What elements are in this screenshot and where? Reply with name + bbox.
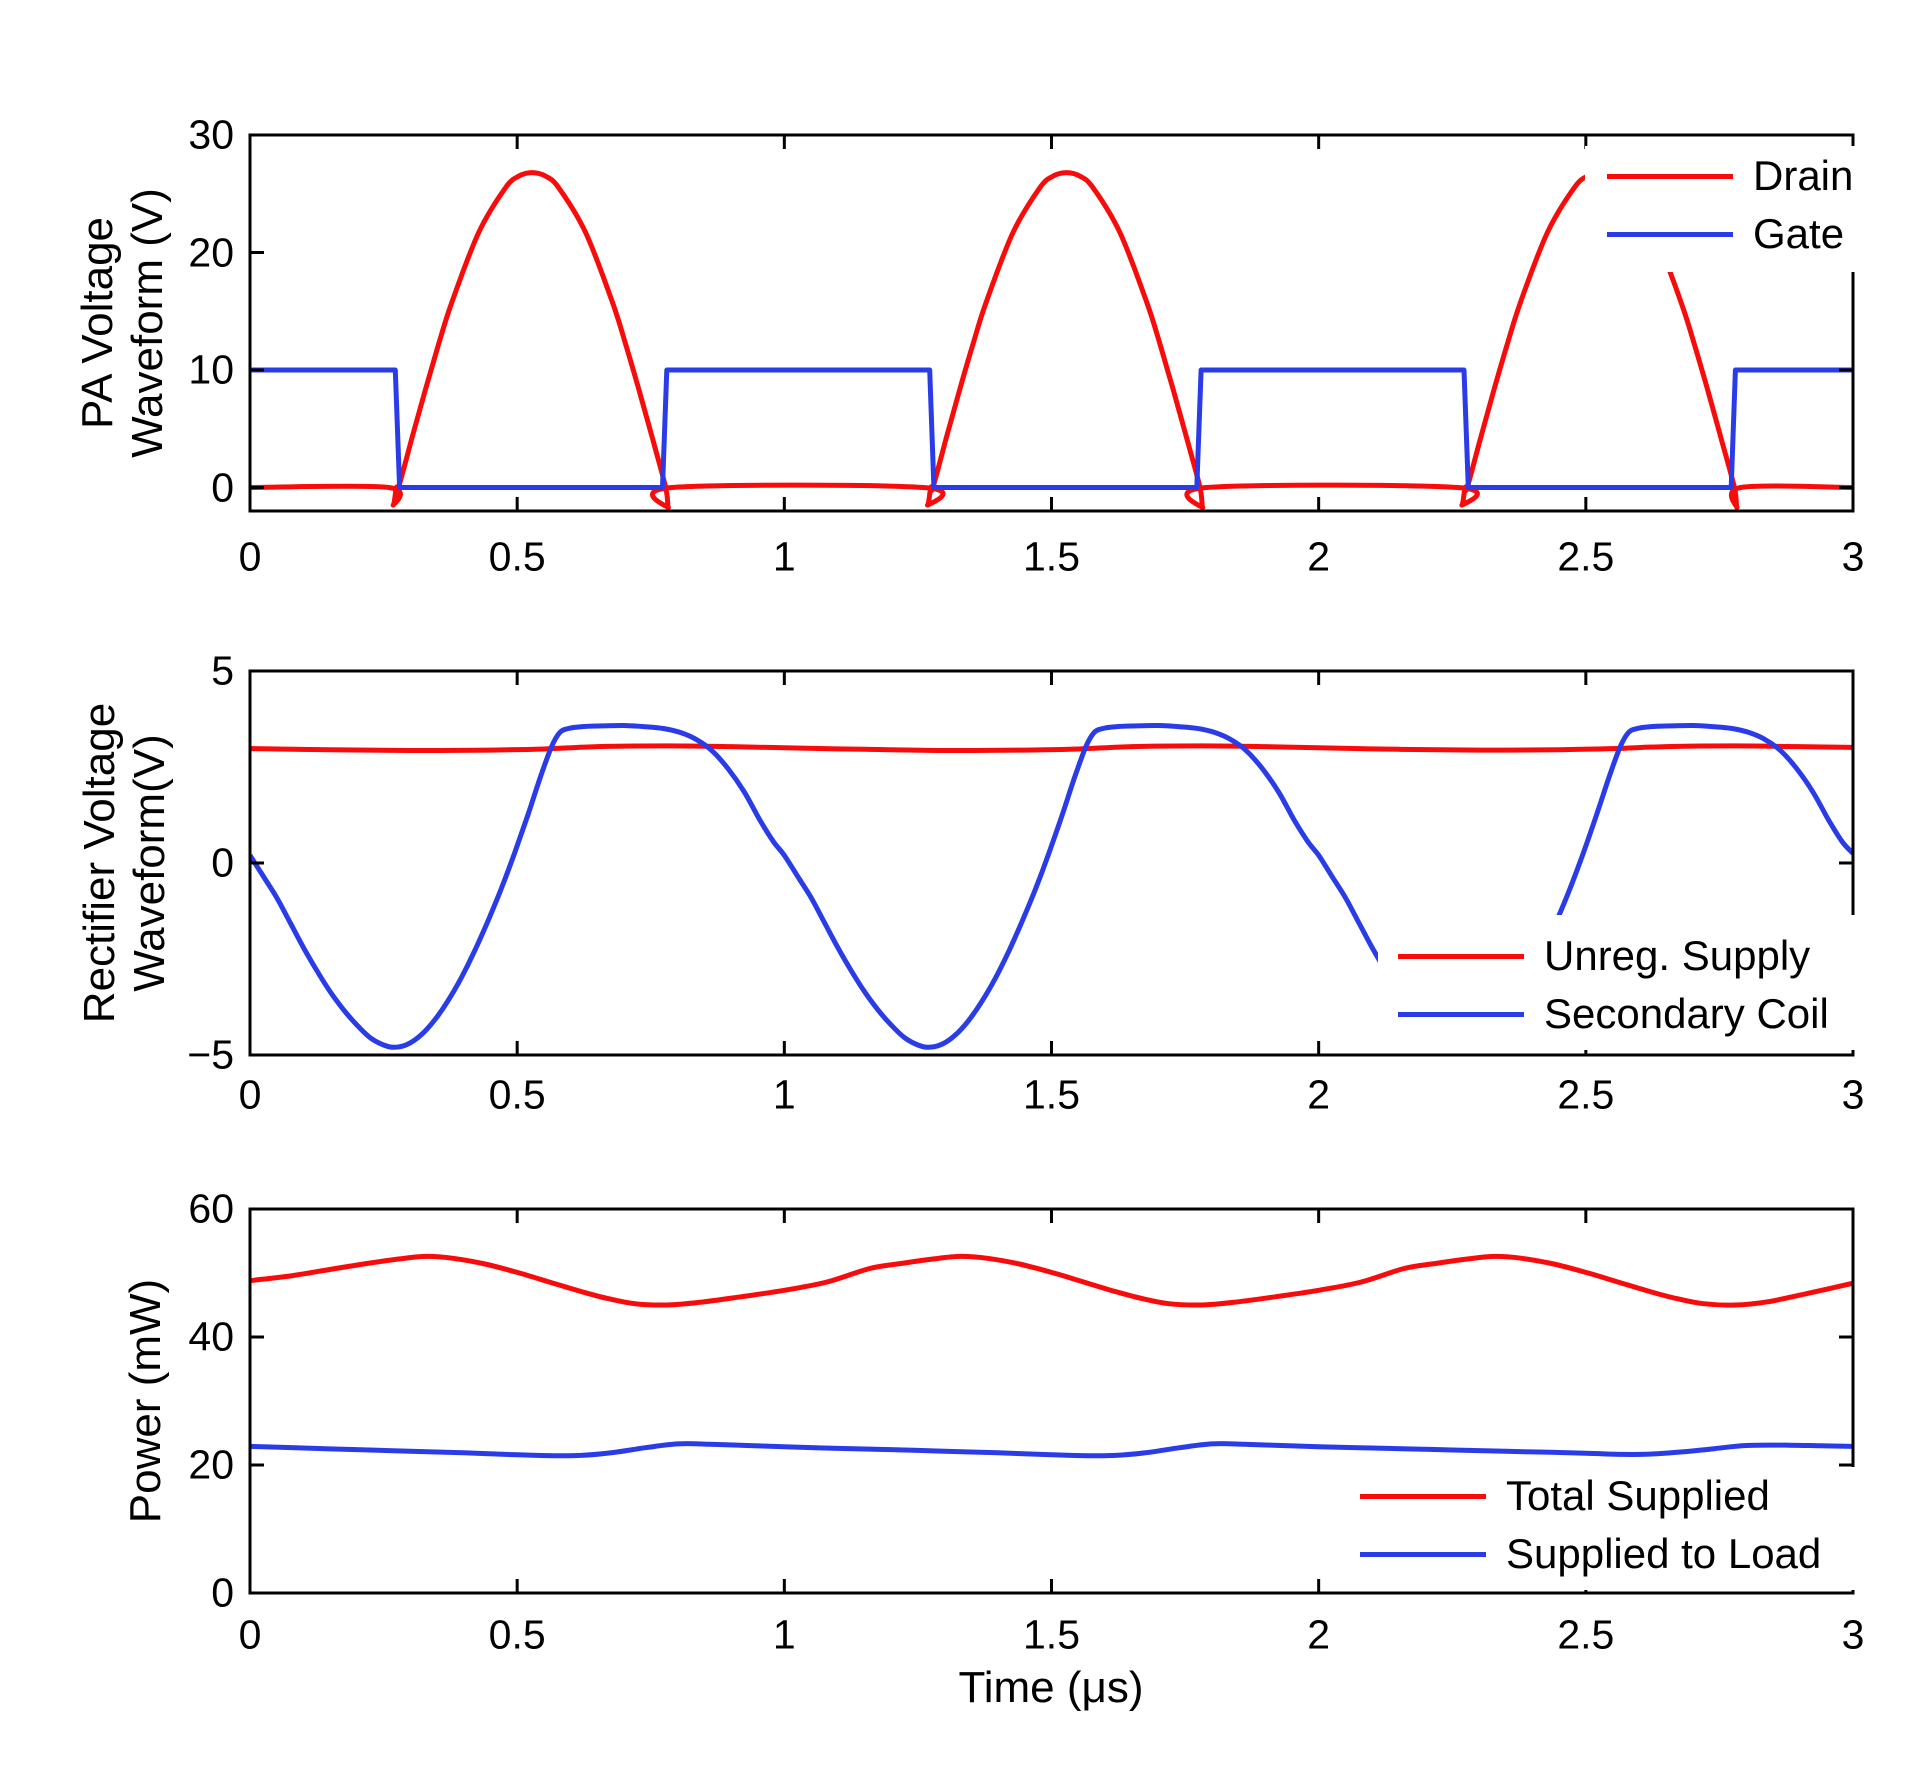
power-plot (248, 1207, 1855, 1595)
x-tick-label: 2.5 (1557, 1611, 1615, 1658)
x-axis-label: Time (μs) (958, 1663, 1144, 1712)
y-tick-label: 5 (211, 647, 234, 694)
rectifier-voltage-legend: Unreg. Supply Secondary Coil (1378, 915, 1872, 1050)
total-supplied-curve (249, 1253, 1854, 1308)
x-tick-label: 1.5 (1023, 1611, 1080, 1658)
supplied-to-load-legend-swatch-line (1360, 1551, 1486, 1557)
x-tick-label: 3 (1841, 533, 1865, 580)
x-tick-label: 1.5 (1023, 533, 1080, 580)
pa-voltage-legend: Drain Gate (1585, 146, 1872, 272)
x-tick-label: 3 (1841, 1611, 1865, 1658)
y-tick-label: 30 (188, 111, 234, 158)
legend-label: Secondary Coil (1544, 990, 1829, 1037)
legend-entry: Drain (1585, 147, 1872, 205)
x-tick-label: 0.5 (488, 533, 546, 580)
legend-entry: Secondary Coil (1378, 985, 1872, 1043)
supplied-to-load-curve (249, 1441, 1854, 1459)
x-tick-label: 1 (772, 533, 796, 580)
unreg-supply-curve (249, 743, 1854, 754)
legend-label: Supplied to Load (1506, 1530, 1822, 1577)
x-tick-label: 0 (238, 1611, 262, 1658)
unreg-supply-legend-swatch-line (1398, 953, 1524, 959)
y-tick-label: 20 (188, 1441, 234, 1488)
legend-entry: Supplied to Load (1330, 1525, 1872, 1583)
x-tick-label: 2 (1307, 1071, 1331, 1118)
x-tick-label: 2 (1307, 1611, 1331, 1658)
x-tick-label: 0.5 (488, 1071, 546, 1118)
x-tick-label: 2.5 (1557, 1071, 1615, 1118)
x-tick-label: 0 (238, 533, 262, 580)
gate-legend-swatch-line (1607, 231, 1733, 237)
y-tick-label: 10 (188, 346, 234, 393)
y-tick-label: 20 (188, 229, 234, 275)
gate-curve (250, 367, 1853, 490)
x-tick-label: 1 (772, 1071, 796, 1118)
x-tick-label: 1 (772, 1611, 796, 1658)
legend-label: Unreg. Supply (1544, 932, 1811, 979)
rectifier-voltage-plot (248, 669, 1855, 1057)
legend-entry: Total Supplied (1330, 1467, 1872, 1525)
legend-entry: Unreg. Supply (1378, 927, 1872, 985)
x-tick-label: 2.5 (1557, 533, 1615, 580)
secondary-coil-curve (249, 722, 1854, 1050)
drain-legend-swatch-line (1607, 173, 1733, 179)
legend-label: Gate (1753, 210, 1845, 257)
secondary-coil-legend-swatch-line (1398, 1011, 1524, 1017)
x-tick-label: 1.5 (1023, 1071, 1080, 1118)
x-tick-label: 0.5 (488, 1611, 546, 1658)
x-tick-label: 3 (1841, 1071, 1865, 1118)
total-supplied-legend-swatch-line (1360, 1493, 1486, 1499)
legend-entry: Gate (1585, 205, 1872, 263)
y-tick-label: 0 (211, 464, 234, 510)
power-legend: Total Supplied Supplied to Load (1330, 1467, 1872, 1590)
y-tick-label: 40 (188, 1313, 234, 1360)
y-tick-label: 0 (211, 1569, 234, 1616)
y-tick-label: 60 (188, 1185, 234, 1232)
legend-label: Total Supplied (1506, 1472, 1770, 1519)
y-tick-label: −5 (187, 1031, 234, 1078)
legend-label: Drain (1753, 152, 1854, 199)
x-tick-label: 2 (1307, 533, 1331, 580)
x-tick-label: 0 (238, 1071, 262, 1118)
y-tick-label: 0 (211, 839, 234, 886)
